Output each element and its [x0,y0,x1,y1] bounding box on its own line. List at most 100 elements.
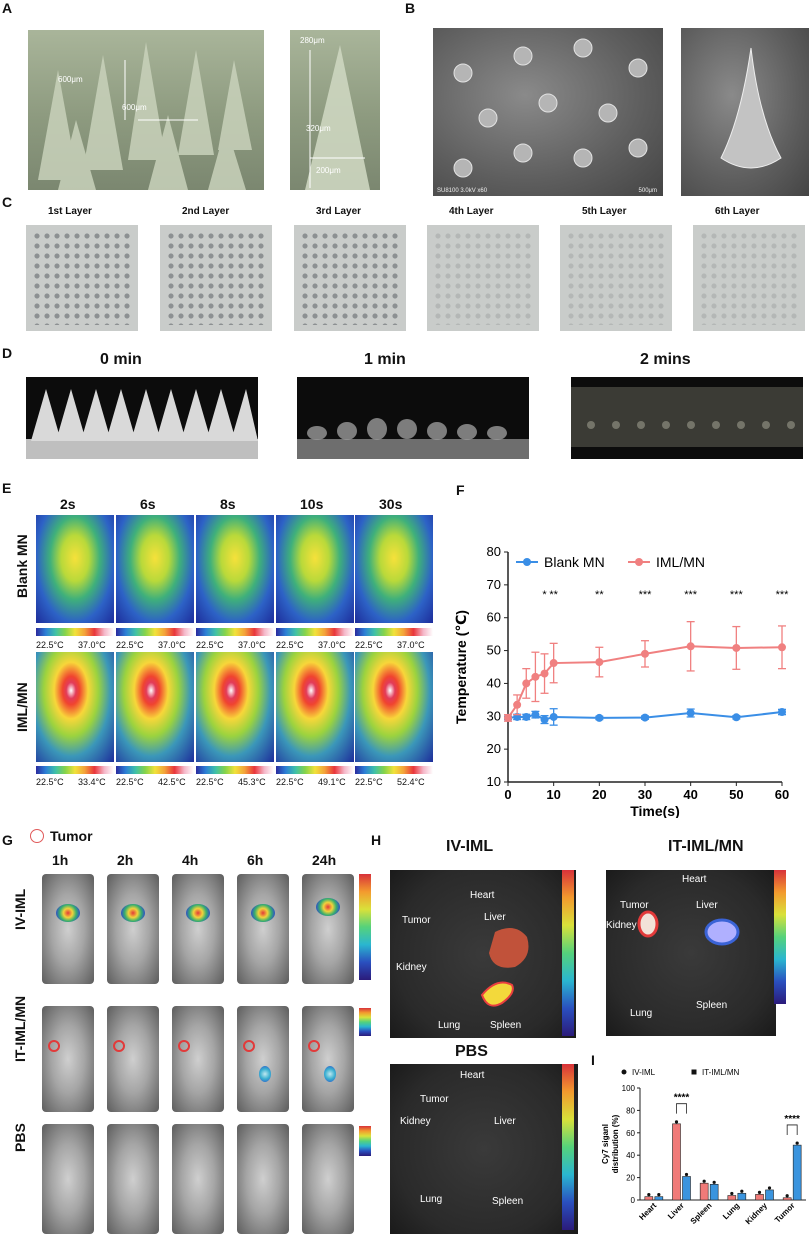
y-tick-label: 80 [487,544,501,559]
layer-photo-2 [160,225,272,331]
panel-label-b: B [405,0,416,16]
x-tick-label: 60 [775,787,789,802]
row-label-pbs: PBS [12,1123,28,1152]
sem-array-image: SU8100 3.0kV x60 500μm [433,28,663,196]
layer-photo-5 [560,225,672,331]
layer-dot-pattern-1 [32,231,132,325]
colorbar-pbs [359,1126,371,1156]
layer-dot-pattern-5 [566,231,666,325]
sem-scale-caption: 500μm [638,188,657,194]
category-label: Lung [721,1201,741,1221]
thermal-scale-blank-1 [116,628,194,636]
significance-mark: *** [684,589,698,601]
data-point [522,679,531,688]
significance-mark: **** [784,1114,800,1125]
category-label: Tumor [773,1201,797,1225]
data-point [732,643,741,652]
organ-dish-iv-iml: Heart Tumor Liver Kidney Lung Spleen [390,870,576,1038]
bar-point [757,1190,762,1194]
y-tick-label: 30 [487,708,501,723]
panel-label-g: G [2,832,13,848]
row-label-iml-mn: IML/MN [14,682,30,732]
x-tick-label: 0 [504,787,511,802]
y-axis-label: distribution (%) [611,1114,620,1173]
thermal-high-blank-4: 37.0°C [397,640,425,650]
legend-marker [621,1069,627,1075]
thermal-low-iml-4: 22.5°C [355,777,383,787]
bar-point [767,1186,772,1190]
thermal-high-iml-0: 33.4°C [78,777,106,787]
layer-dot-pattern-4 [433,231,533,325]
mouse-time-2: 4h [182,852,199,868]
organ-liver-label-it: Liver [696,900,718,911]
thermal-high-iml-2: 45.3°C [238,777,266,787]
mouse-image-r2-c3 [237,1124,289,1234]
mouse-image-r2-c0 [42,1124,94,1234]
tumor-mark-r1-c3 [243,1040,255,1052]
sem-single-needle-image [681,28,809,196]
y-tick-label: 60 [487,610,501,625]
microneedle-array-photo [28,30,264,190]
colorbar-dish-iv [562,870,574,1036]
data-point [686,709,695,717]
dish-title-pbs: PBS [455,1043,488,1060]
thermal-high-iml-4: 52.4°C [397,777,425,787]
sem-single-needle-drawing [720,47,782,169]
data-point [540,669,549,678]
dissolution-1min-drawing [297,418,529,459]
significance-mark: *** [730,589,744,601]
legend-label: IT-IML/MN [702,1068,740,1077]
y-tick-label: 50 [487,643,501,658]
layer-label-3: 3rd Layer [316,206,362,217]
cy7-distribution-bar-chart: 0 20 40 60 80 100 Cy7 siganl distribution (%) He… [601,1068,806,1226]
data-point [595,658,604,667]
thermal-blank-0 [36,515,114,623]
colorbar-iv-iml [359,874,371,980]
bar-spleen-1 [709,1184,719,1201]
bar-point [684,1172,689,1177]
thermal-iml-4 [355,652,433,762]
data-point [522,712,531,721]
mouse-image-r1-c0 [42,1006,94,1112]
x-tick-label: 20 [592,787,606,802]
layer-label-5: 5th Layer [582,206,627,217]
mouse-image-r1-c4 [302,1006,354,1112]
data-point [540,715,549,724]
mouse-time-1: 2h [117,852,134,868]
thermal-time-4: 30s [379,496,403,512]
y-axis-label: Cy7 siganl [601,1124,610,1164]
data-point [641,649,649,658]
layer-photo-4 [427,225,539,331]
y-tick-label: 20 [487,741,501,756]
category-label: Liver [666,1201,686,1221]
data-point [641,713,649,722]
colorbar-dish-pbs [562,1064,574,1230]
organ-kidney-label: Kidney [396,962,427,973]
thermal-iml-1 [116,652,194,762]
thermal-blank-1 [116,515,194,623]
category-label: Spleen [689,1201,714,1226]
layer-dot-pattern-3 [300,231,400,325]
x-tick-label: 40 [683,787,697,802]
thermal-scale-blank-0 [36,628,114,636]
organ-kidney-label-pbs: Kidney [400,1116,431,1127]
layer-photo-1 [26,225,138,331]
colorbar-dish-it [774,870,786,1004]
y-tick-label: 20 [626,1174,635,1183]
signal-r0-c0 [56,904,80,922]
organ-kidney-label-it: Kidney [606,920,637,931]
dim-600-vertical: 600μm [58,75,83,84]
significance-mark: **** [674,1093,690,1104]
thermal-iml-0 [36,652,114,762]
x-tick-label: 50 [729,787,743,802]
dim-200: 200μm [316,166,341,175]
mouse-time-0: 1h [52,852,69,868]
data-point [686,642,695,651]
bar-point [702,1179,706,1183]
thermal-low-iml-0: 22.5°C [36,777,64,787]
layer-photo-3 [294,225,406,331]
thermal-high-blank-3: 37.0°C [318,640,346,650]
dissolution-2mins-photo [571,377,803,459]
data-point [732,713,741,722]
thermal-iml-3 [276,652,354,762]
